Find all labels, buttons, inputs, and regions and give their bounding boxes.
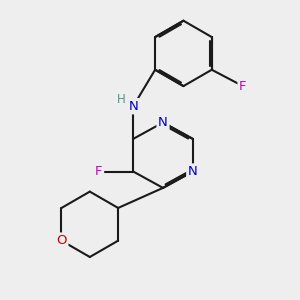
Text: F: F <box>239 80 247 93</box>
Text: O: O <box>56 234 67 247</box>
Text: N: N <box>158 116 168 129</box>
Text: H: H <box>117 93 126 106</box>
Text: F: F <box>95 165 103 178</box>
Text: N: N <box>188 165 198 178</box>
Text: N: N <box>128 100 138 113</box>
